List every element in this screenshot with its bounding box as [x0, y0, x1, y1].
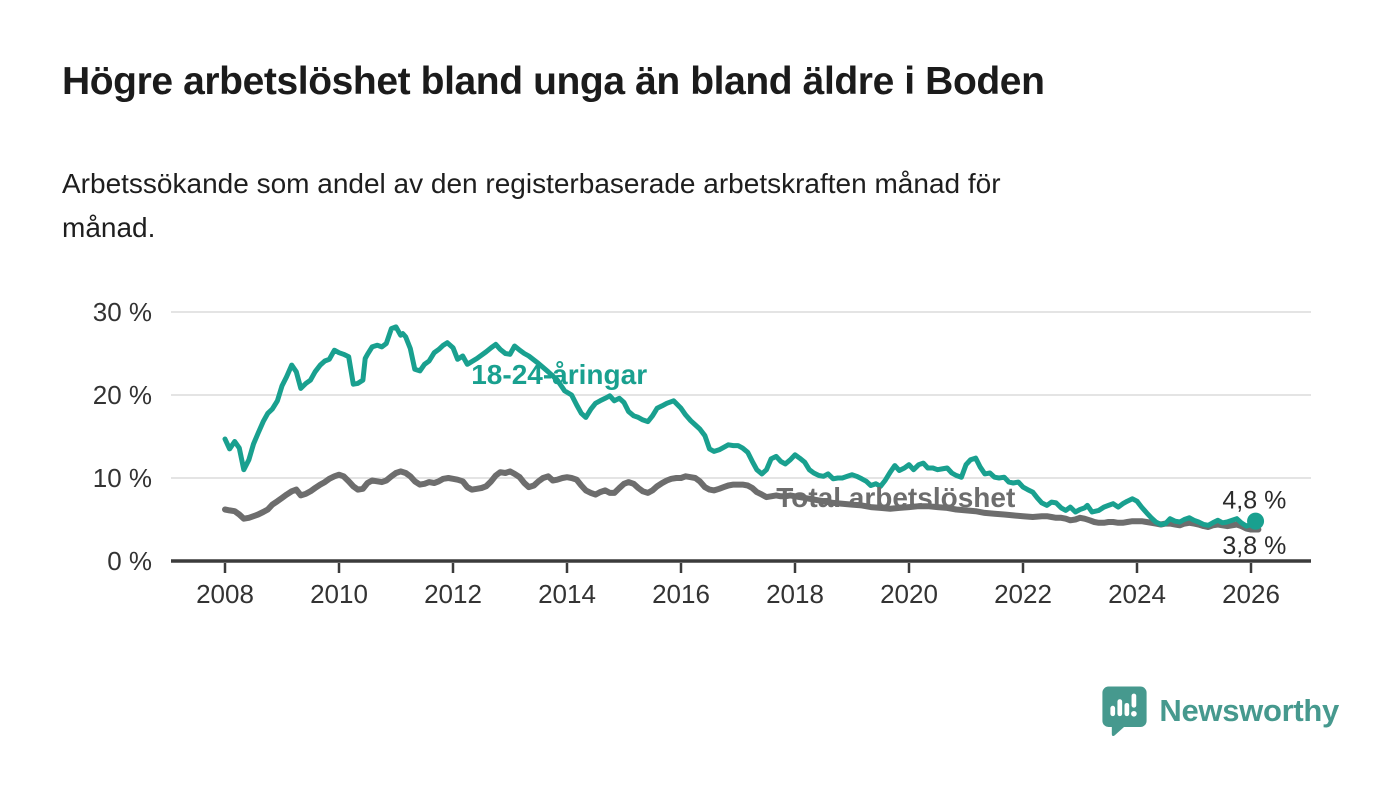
y-tick-label-10: 10 %: [93, 463, 152, 493]
end-value-label-0: 4,8 %: [1222, 486, 1286, 514]
subtitle-line-1: Arbetssökande som andel av den registerb…: [62, 168, 1001, 199]
bar-chart-glyph-icon: [1110, 693, 1138, 717]
x-tick-label-2012: 2012: [424, 579, 482, 609]
x-tick-label-2014: 2014: [538, 579, 596, 609]
page-title: Högre arbetslöshet bland unga än bland ä…: [62, 60, 1045, 103]
x-tick-label-2024: 2024: [1108, 579, 1166, 609]
y-tick-label-20: 20 %: [93, 380, 152, 410]
x-tick-label-2022: 2022: [994, 579, 1052, 609]
page-subtitle: Arbetssökande som andel av den registerb…: [62, 162, 1001, 250]
end-value-label-1: 3,8 %: [1222, 532, 1286, 560]
x-tick-label-2020: 2020: [880, 579, 938, 609]
x-tick-label-2008: 2008: [196, 579, 254, 609]
x-tick-label-2018: 2018: [766, 579, 824, 609]
newsworthy-logo: Newsworthy: [1101, 685, 1339, 736]
newsworthy-logo-icon: [1102, 686, 1147, 736]
subtitle-line-2: månad.: [62, 212, 156, 243]
series-label-youth: 18-24-åringar: [471, 359, 647, 390]
series-line-total: [222, 468, 1262, 533]
x-tick-label-2016: 2016: [652, 579, 710, 609]
x-tick-label-2010: 2010: [310, 579, 368, 609]
newsworthy-logo-text: Newsworthy: [1159, 692, 1339, 728]
series-label-total: Total arbetslöshet: [776, 482, 1015, 513]
series-line-youth: [222, 324, 1259, 529]
y-tick-label-0: 0 %: [107, 546, 152, 576]
y-tick-label-30: 30 %: [93, 297, 152, 327]
x-tick-label-2026: 2026: [1222, 579, 1280, 609]
series-end-dot-youth: [1247, 512, 1265, 530]
